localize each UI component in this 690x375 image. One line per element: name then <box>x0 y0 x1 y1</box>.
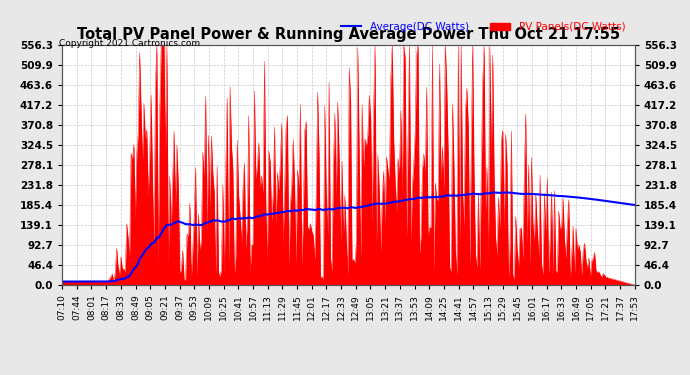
Text: Copyright 2021 Cartronics.com: Copyright 2021 Cartronics.com <box>59 39 200 48</box>
Legend: Average(DC Watts), PV Panels(DC Watts): Average(DC Watts), PV Panels(DC Watts) <box>336 18 629 36</box>
Title: Total PV Panel Power & Running Average Power Thu Oct 21 17:55: Total PV Panel Power & Running Average P… <box>77 27 620 42</box>
